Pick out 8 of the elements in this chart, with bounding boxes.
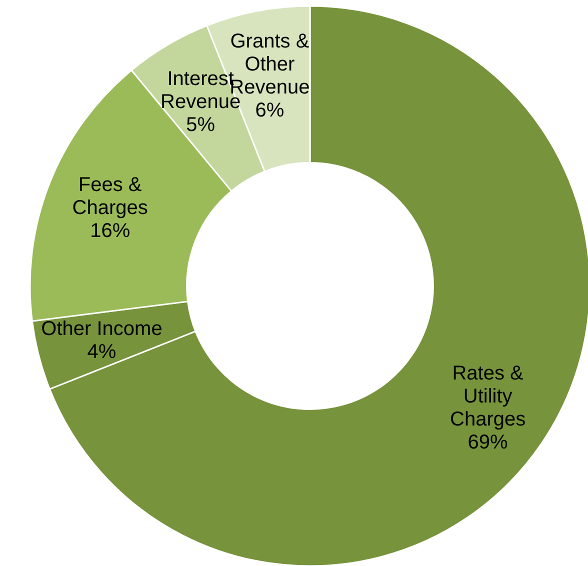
data-label: 6% [255, 99, 284, 122]
data-label: 5% [186, 114, 216, 136]
data-label: 4% [87, 340, 116, 363]
slice-label: Other Income [41, 318, 162, 340]
slice-label: Fees & Charges [72, 174, 148, 219]
data-label: 69% [468, 431, 508, 454]
slice-label: Rates & Utility Charges [450, 362, 526, 430]
data-label: 16% [90, 220, 130, 242]
